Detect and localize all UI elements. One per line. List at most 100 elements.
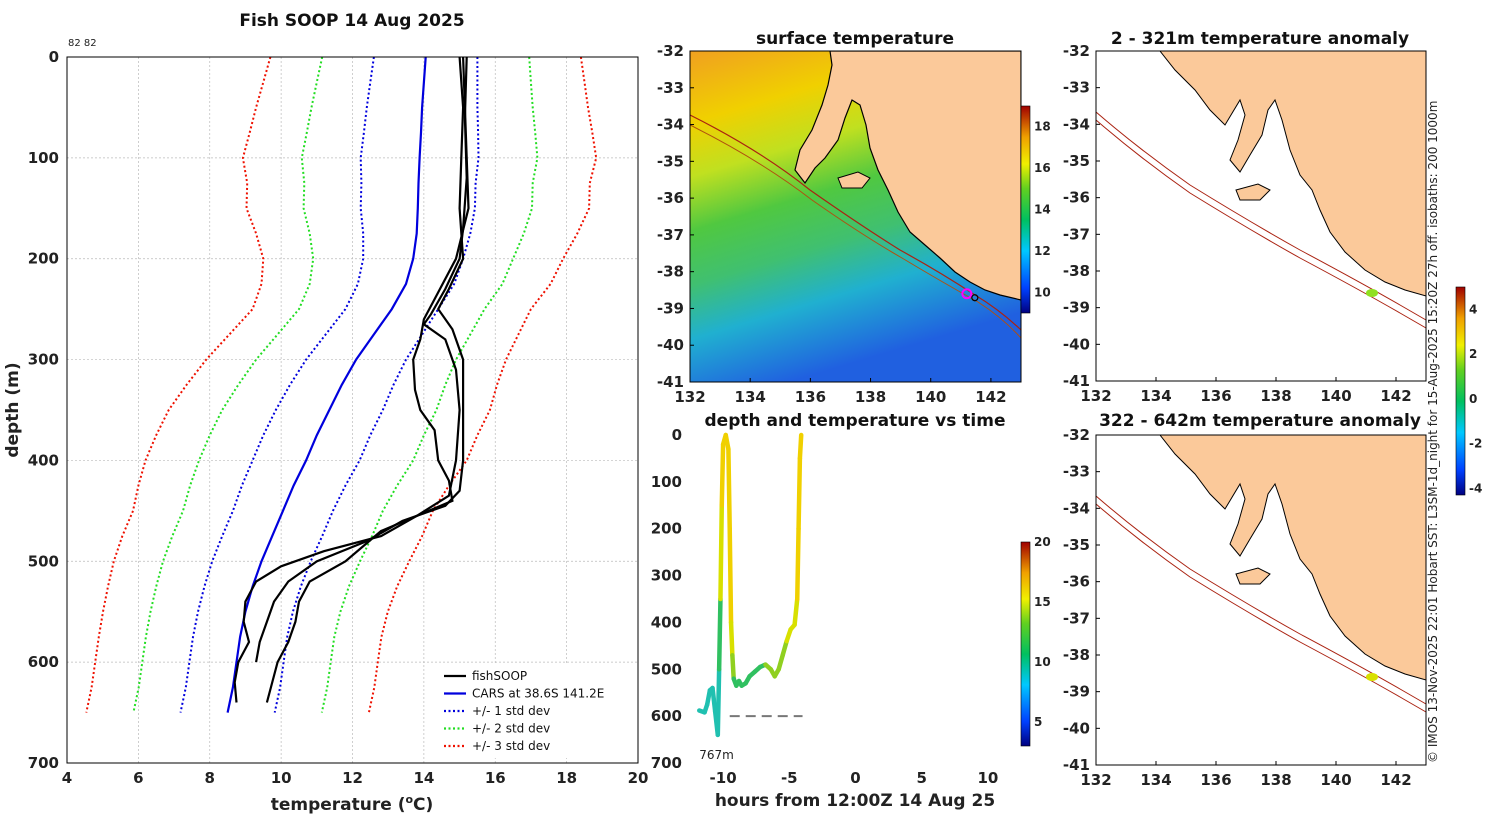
a2-island: [1235, 567, 1271, 585]
a2-xtick-label: 132: [1080, 771, 1111, 789]
ts-colorbar-label: 5: [1034, 715, 1042, 729]
track-point: [710, 685, 718, 714]
sst-ytick-label: -36: [657, 189, 684, 207]
a2-ytick-label: -35: [1063, 536, 1090, 554]
profile-ytick-label: 700: [28, 754, 59, 772]
sst-ytick-label: -33: [657, 79, 684, 97]
sst-xtick-label: 136: [795, 388, 826, 406]
track-point: [792, 596, 800, 628]
sst-colorbar-label: 10: [1034, 285, 1051, 299]
std-1-line: [273, 57, 480, 713]
profile-xtick-label: 18: [556, 769, 577, 787]
ts-ytick-label: 400: [651, 613, 682, 631]
a2-xtick-label: 134: [1140, 771, 1171, 789]
a1-ytick-label: -32: [1063, 42, 1090, 60]
track-point: [726, 446, 732, 531]
legend-entry: fishSOOP: [472, 669, 527, 683]
a1-ytick-label: -36: [1063, 189, 1090, 207]
profile-ytick-label: 400: [28, 451, 59, 469]
track-point: [794, 526, 801, 602]
profile-xlabel: temperature (oC): [271, 793, 434, 815]
sst-ytick-label: -38: [657, 263, 684, 281]
ts-title: depth and temperature vs time: [705, 411, 1006, 431]
profile-ytick-label: 300: [28, 351, 59, 369]
ts-xtick-label: 10: [977, 769, 998, 787]
std-3-line: [85, 56, 272, 713]
a1-title: 2 - 321m temperature anomaly: [1111, 29, 1409, 49]
a2-ytick-label: -37: [1063, 609, 1090, 627]
track-point: [776, 652, 785, 672]
a2-xtick-label: 140: [1320, 771, 1351, 789]
ts-ytick-label: 500: [651, 660, 682, 678]
a1-frame: [1095, 50, 1427, 382]
a1-xtick-label: 138: [1260, 387, 1291, 405]
a1-colorbar-label: 0: [1469, 392, 1477, 406]
sst-colorbar-label: 12: [1034, 244, 1051, 258]
profile-xtick-label: 12: [342, 769, 363, 787]
profile-ytick-label: 600: [28, 653, 59, 671]
a1-xtick-label: 142: [1380, 387, 1411, 405]
ts-ytick-label: 700: [651, 754, 682, 772]
ts-xtick-label: -5: [781, 769, 798, 787]
track-point: [797, 432, 804, 461]
ts-colorbar: [1020, 541, 1031, 747]
shallow-anomaly-map: 2 - 321m temperature anomaly 132 134 136 13…: [1063, 29, 1482, 496]
track-point: [704, 688, 713, 707]
a2-xtick-label: 136: [1200, 771, 1231, 789]
ts-ytick-label: 0: [672, 426, 682, 444]
track-point: [718, 503, 725, 602]
sst-ytick-label: -39: [657, 299, 684, 317]
sst-xtick-label: 138: [855, 388, 886, 406]
sst-xtick-label: 132: [674, 388, 705, 406]
fishsoop-cast-3: [233, 56, 468, 703]
cars-mean-line: [226, 56, 427, 713]
track-point: [719, 442, 726, 508]
ts-xtick-label: -10: [710, 769, 737, 787]
a1-island: [1235, 183, 1271, 201]
sst-ytick-label: -35: [657, 152, 684, 170]
ts-xtick-label: 5: [916, 769, 926, 787]
isobath-200: [690, 114, 1021, 331]
sst-colorbar-label: 16: [1034, 161, 1051, 175]
a1-ytick-label: -41: [1063, 372, 1090, 390]
a1-isobath-200: [1095, 111, 1427, 321]
ts-xtick-label: 0: [850, 769, 860, 787]
std-2-line: [320, 56, 539, 713]
fishsoop-cast-1: [265, 56, 470, 703]
bottom-depth-label: 767m: [699, 748, 734, 762]
a1-xtick-label: 132: [1080, 387, 1111, 405]
a2-ytick-label: -34: [1063, 499, 1090, 517]
sst-xtick-label: 140: [915, 388, 946, 406]
std-2-line: [132, 56, 324, 713]
ts-ytick-label: 300: [651, 567, 682, 585]
sst-ytick-label: -37: [657, 226, 684, 244]
sst-ytick-label: -34: [657, 116, 684, 134]
cast-location-marker-2: [971, 294, 979, 302]
sst-colorbar-label: 14: [1034, 203, 1051, 217]
a2-ytick-label: -38: [1063, 646, 1090, 664]
profile-xtick-label: 4: [62, 769, 72, 787]
ts-colorbar-label: 15: [1034, 595, 1051, 609]
anomaly-colorbar: [1455, 286, 1466, 496]
profile-xtick-label: 6: [133, 769, 143, 787]
sst-ytick-label: -32: [657, 42, 684, 60]
a2-ytick-label: -36: [1063, 573, 1090, 591]
a1-xtick-label: 136: [1200, 387, 1231, 405]
a1-xtick-label: 134: [1140, 387, 1171, 405]
deep-anomaly-map: 322 - 642m temperature anomaly 132 134 136…: [1063, 411, 1427, 789]
profile-xtick-label: 8: [205, 769, 215, 787]
profile-ytick-label: 500: [28, 552, 59, 570]
sst-xtick-label: 142: [975, 388, 1006, 406]
isobath-1000: [690, 124, 1021, 339]
footer-credit: © IMOS 13-Nov-2025 22:01 Hobart SST: L3S…: [1426, 101, 1440, 763]
a1-colorbar-label: 4: [1469, 302, 1477, 316]
sst-colorbar-label: 18: [1034, 120, 1051, 134]
a2-xtick-label: 138: [1260, 771, 1291, 789]
std-3-line: [367, 56, 598, 713]
a1-ytick-label: -38: [1063, 262, 1090, 280]
track-point: [730, 652, 736, 681]
a1-xtick-label: 140: [1320, 387, 1351, 405]
a1-anomaly-marker: [1366, 289, 1378, 297]
kangaroo-island: [837, 171, 871, 189]
a2-land: [1158, 434, 1427, 681]
